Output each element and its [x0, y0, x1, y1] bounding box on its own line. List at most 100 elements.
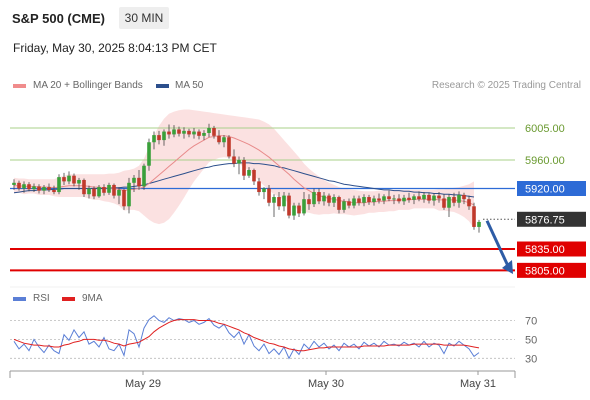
candle-body — [477, 221, 481, 227]
candle-body — [417, 196, 421, 200]
candle-body — [187, 130, 191, 135]
candle-body — [327, 195, 331, 203]
rsi-line — [13, 315, 480, 360]
level-label-5835.00: 5835.00 — [525, 244, 565, 256]
candle-body — [77, 179, 81, 184]
candle-body — [217, 135, 221, 143]
candle-body — [357, 198, 361, 203]
candle-body — [402, 197, 406, 202]
instrument-title: S&P 500 (CME) — [12, 11, 105, 26]
candle-body — [297, 205, 301, 214]
level-tag-5835.00 — [517, 241, 586, 257]
candle-body — [347, 201, 351, 206]
candle-body — [427, 194, 431, 201]
candle-body — [382, 196, 386, 201]
candle-body — [82, 179, 86, 195]
candle-body — [367, 197, 371, 203]
x-tick-label: May 29 — [125, 378, 161, 390]
candle-body — [172, 129, 176, 135]
legend-rsi-label: RSI — [33, 293, 50, 304]
candle-body — [342, 201, 346, 210]
level-label-6005.00: 6005.00 — [525, 123, 565, 135]
candle-body — [442, 198, 446, 208]
candle-body — [387, 196, 391, 200]
candle-body — [152, 135, 156, 143]
x-tick-label: May 31 — [460, 378, 496, 390]
legend-ma50-label: MA 50 — [175, 80, 204, 91]
candle-body — [177, 129, 181, 134]
legend-ma20-swatch — [13, 84, 26, 88]
candle-body — [447, 197, 451, 208]
candle-body — [162, 131, 166, 141]
candle-body — [102, 187, 106, 193]
candle-body — [37, 186, 41, 191]
candle-body — [232, 156, 236, 164]
candle-body — [197, 131, 201, 136]
candle-body — [257, 181, 261, 193]
candle-body — [457, 194, 461, 203]
chart-header: S&P 500 (CME) 30 MIN — [0, 0, 590, 36]
candle-body — [287, 195, 291, 216]
candle-body — [32, 186, 36, 190]
candle-body — [127, 182, 131, 207]
candle-body — [337, 197, 341, 210]
candle-body — [467, 199, 471, 207]
candle-body — [432, 195, 436, 201]
candle-body — [352, 198, 356, 206]
candle-body — [362, 197, 366, 203]
level-tag-5876.75 — [517, 211, 586, 227]
candle-body — [57, 177, 61, 193]
research-credit: Research © 2025 Trading Central — [431, 80, 581, 91]
candle-body — [62, 177, 66, 182]
candle-body — [302, 199, 306, 214]
candle-body — [252, 169, 256, 182]
candle-body — [472, 206, 476, 227]
candle-body — [462, 194, 466, 200]
candle-body — [87, 188, 91, 195]
candle-body — [282, 195, 286, 207]
candle-body — [437, 195, 441, 199]
candle-body — [262, 188, 266, 193]
timestamp: Friday, May 30, 2025 8:04:13 PM CET — [13, 41, 217, 55]
candle-body — [17, 182, 21, 189]
candle-body — [137, 177, 141, 187]
candle-body — [157, 135, 161, 141]
candle-body — [392, 198, 396, 200]
candle-body — [332, 197, 336, 203]
candle-body — [322, 195, 326, 202]
legend-9ma-swatch — [62, 297, 75, 301]
legend-rsi-swatch — [13, 297, 26, 301]
candle-body — [192, 131, 196, 135]
level-tag-5805.00 — [517, 262, 586, 278]
x-tick-label: May 30 — [308, 378, 344, 390]
level-label-5805.00: 5805.00 — [525, 265, 565, 277]
candle-body — [377, 198, 381, 201]
candle-body — [407, 197, 411, 200]
candle-body — [182, 130, 186, 134]
rsi-tick-70: 70 — [525, 316, 537, 328]
candle-body — [142, 165, 146, 187]
legend-ma50-swatch — [156, 84, 169, 88]
legend-ma20-label: MA 20 + Bollinger Bands — [33, 80, 143, 91]
level-label-5960.00: 5960.00 — [525, 155, 565, 167]
projection-arrowhead — [502, 260, 513, 274]
candle-body — [397, 198, 401, 202]
candle-body — [117, 189, 121, 196]
candle-body — [132, 177, 136, 183]
candle-body — [92, 188, 96, 197]
candle-body — [412, 196, 416, 200]
candle-body — [72, 175, 76, 184]
level-label-5876.75: 5876.75 — [525, 214, 565, 226]
candle-body — [272, 197, 276, 203]
candle-body — [12, 182, 16, 185]
timeframe-button[interactable]: 30 MIN — [119, 7, 169, 29]
candle-body — [112, 184, 116, 196]
candle-body — [22, 184, 26, 189]
candle-body — [167, 131, 171, 135]
candle-body — [97, 187, 101, 197]
rsi-tick-50: 50 — [525, 334, 537, 346]
candle-body — [242, 160, 246, 176]
candle-body — [237, 160, 241, 164]
candle-body — [247, 169, 251, 176]
